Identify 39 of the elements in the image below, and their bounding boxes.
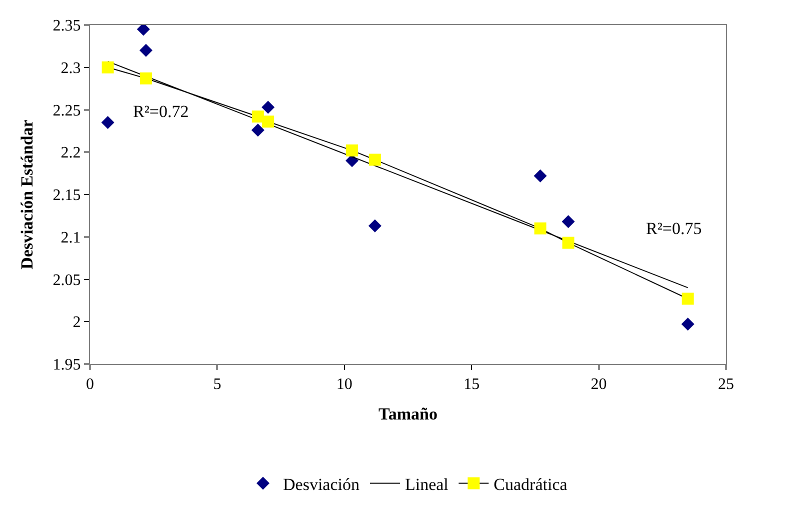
point <box>368 154 381 166</box>
point <box>262 116 274 128</box>
legend-label: Lineal <box>404 474 449 494</box>
x-tick-label: 25 <box>718 376 734 394</box>
point <box>101 116 114 129</box>
x-tick-label: 20 <box>590 376 607 394</box>
y-tick-label: 2.3 <box>60 60 81 77</box>
y-tick-label: 2.05 <box>52 272 81 289</box>
annotation: R²=0.75 <box>646 219 702 238</box>
y-axis-title: Desviación Estándar <box>17 119 36 270</box>
point <box>534 222 546 234</box>
point <box>139 44 152 57</box>
x-tick-label: 10 <box>336 376 352 394</box>
legend-label: Desviación <box>283 474 360 494</box>
point <box>368 219 382 232</box>
y-tick-label: 1.95 <box>52 356 81 374</box>
point <box>102 61 114 74</box>
point <box>562 236 574 249</box>
y-tick-label: 2.25 <box>52 102 81 120</box>
point <box>682 292 694 305</box>
y-tick-label: 2.35 <box>52 18 81 35</box>
point <box>562 215 575 228</box>
point <box>252 110 264 123</box>
y-tick-label: 2.2 <box>60 144 81 162</box>
y-tick-label: 2.1 <box>60 229 81 246</box>
point <box>262 100 275 114</box>
y-tick-label: 2 <box>72 314 81 332</box>
x-axis-title: Tamaño <box>378 404 438 424</box>
point <box>251 124 264 137</box>
point <box>681 318 694 331</box>
legend-label: Cuadrática <box>494 474 568 494</box>
x-tick-label: 15 <box>464 376 480 394</box>
x-tick-label: 5 <box>213 376 222 394</box>
x-tick-label: 0 <box>86 376 94 394</box>
annotation: R²=0.72 <box>133 102 189 121</box>
point <box>140 72 152 84</box>
y-tick-label: 2.15 <box>52 187 81 204</box>
point <box>534 169 547 182</box>
point <box>346 144 358 156</box>
